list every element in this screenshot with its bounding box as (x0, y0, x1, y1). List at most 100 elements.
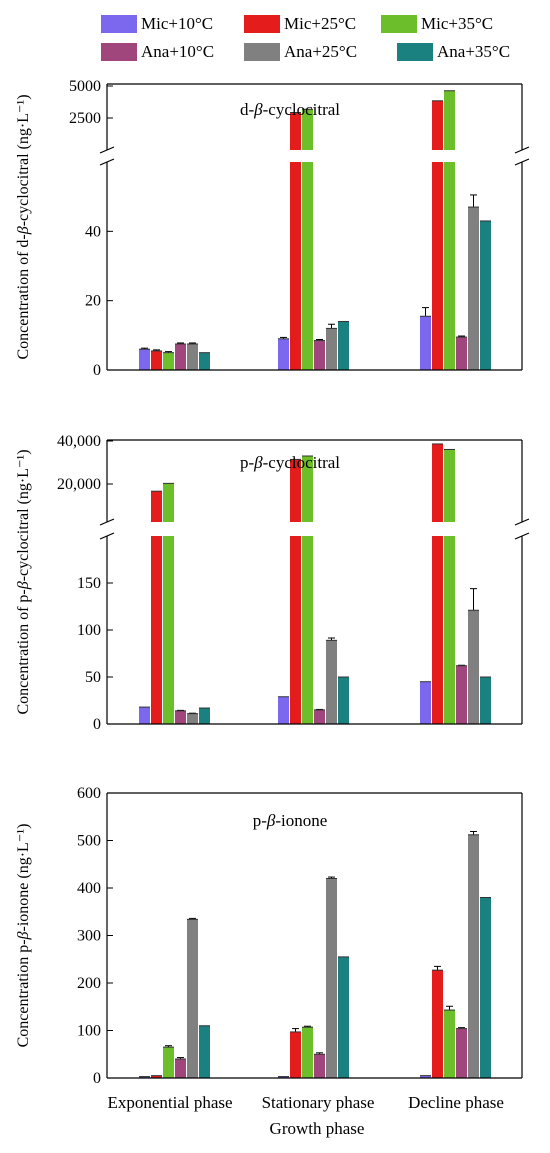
bar (456, 1028, 467, 1078)
y-tick-label: 20,000 (57, 476, 101, 493)
y-tick-label: 300 (77, 928, 101, 945)
x-tick-label: Exponential phase (107, 1093, 232, 1112)
chart-panel-1: 0 20 40 2500 5000 d-β-cyclocitral Concentratio… (15, 78, 532, 379)
bar (302, 1027, 313, 1078)
bar (326, 640, 337, 724)
bar (444, 449, 455, 724)
chart-panel-2: 0 50 100 150 20,000 40,000 p-β-cyclocitral Conc… (15, 433, 532, 733)
bar (151, 350, 162, 370)
bar (326, 328, 337, 370)
y-tick-label: 20 (85, 293, 101, 310)
legend-swatch (397, 43, 433, 61)
bar (314, 709, 325, 724)
bar (314, 1054, 325, 1078)
y-tick-label: 600 (77, 785, 101, 802)
bar (278, 338, 289, 370)
bar (444, 1010, 455, 1078)
y-tick-label: 200 (77, 975, 101, 992)
y-axis-label: Concentration of d-β-cyclocitral (ng·L⁻¹… (15, 94, 32, 359)
bar (302, 455, 313, 724)
bar (432, 970, 443, 1078)
bar (314, 340, 325, 370)
legend-swatch (244, 43, 280, 61)
y-tick-label: 400 (77, 880, 101, 897)
bar (199, 352, 210, 370)
y-tick-label: 0 (93, 1070, 101, 1087)
x-tick-label: Stationary phase (262, 1093, 375, 1112)
bar (199, 1025, 210, 1078)
bar (175, 344, 186, 370)
y-tick-label: 100 (77, 622, 101, 639)
bar (420, 1075, 431, 1078)
bar (480, 220, 491, 370)
legend-swatch (244, 15, 280, 33)
bar (163, 1047, 174, 1078)
bar (338, 956, 349, 1078)
bar (278, 1076, 289, 1078)
bar (444, 90, 455, 371)
panel-title: p-β-cyclocitral (240, 453, 340, 472)
bar (326, 878, 337, 1078)
bar (468, 834, 479, 1078)
y-tick-label: 40 (85, 223, 101, 240)
bar (139, 707, 150, 724)
bar (456, 337, 467, 370)
bar (432, 443, 443, 724)
y-tick-label: 50 (85, 669, 101, 686)
legend-swatch (101, 15, 137, 33)
bar (420, 681, 431, 724)
chart-panel-3: 0 100 200 300 400 500 600 p-β-ionone Concentrati… (15, 785, 523, 1112)
bar (302, 109, 313, 371)
legend-swatch (101, 43, 137, 61)
panel-title: p-β-ionone (253, 811, 328, 830)
bar (139, 1076, 150, 1078)
legend-label: Ana+25°C (284, 42, 358, 61)
y-axis-label: Concentration p-β-ionone (ng·L⁻¹) (15, 824, 32, 1048)
y-axis-label: Concentration of p-β-cyclocitral (ng·L⁻¹… (15, 449, 32, 714)
bar (187, 919, 198, 1078)
bar (468, 207, 479, 370)
bar (338, 677, 349, 724)
bar (163, 483, 174, 724)
bar (290, 1031, 301, 1078)
y-tick-label: 5000 (69, 78, 101, 95)
legend-label: Mic+35°C (421, 14, 494, 33)
axis-break-gap (97, 150, 532, 162)
legend-label: Mic+10°C (141, 14, 214, 33)
legend-label: Mic+25°C (284, 14, 357, 33)
y-tick-label: 2500 (69, 110, 101, 127)
axis-break-gap (97, 522, 532, 536)
bar (290, 459, 301, 724)
bar (456, 665, 467, 724)
bar (175, 1059, 186, 1078)
bar (290, 112, 301, 370)
legend-label: Ana+35°C (437, 42, 511, 61)
bar (151, 1075, 162, 1078)
y-tick-label: 40,000 (57, 433, 101, 450)
y-tick-label: 500 (77, 833, 101, 850)
legend: Mic+10°C Mic+25°C Mic+35°C Ana+10°C Ana+… (0, 0, 550, 70)
bar (420, 316, 431, 370)
y-tick-label: 0 (93, 362, 101, 379)
panel-title: d-β-cyclocitral (240, 100, 340, 119)
x-tick-label: Decline phase (408, 1093, 504, 1112)
bar (278, 696, 289, 724)
bar (480, 897, 491, 1078)
bar (139, 349, 150, 370)
y-tick-label: 0 (93, 716, 101, 733)
x-axis-label: Growth phase (270, 1119, 365, 1138)
bar (187, 713, 198, 724)
bar (151, 491, 162, 724)
bar (432, 100, 443, 370)
bar (468, 610, 479, 724)
y-tick-label: 100 (77, 1023, 101, 1040)
bar (480, 677, 491, 724)
bar (338, 321, 349, 370)
legend-swatch (381, 15, 417, 33)
y-tick-label: 150 (77, 575, 101, 592)
bar (187, 344, 198, 370)
bar (163, 352, 174, 370)
bar (199, 708, 210, 724)
legend-label: Ana+10°C (141, 42, 215, 61)
